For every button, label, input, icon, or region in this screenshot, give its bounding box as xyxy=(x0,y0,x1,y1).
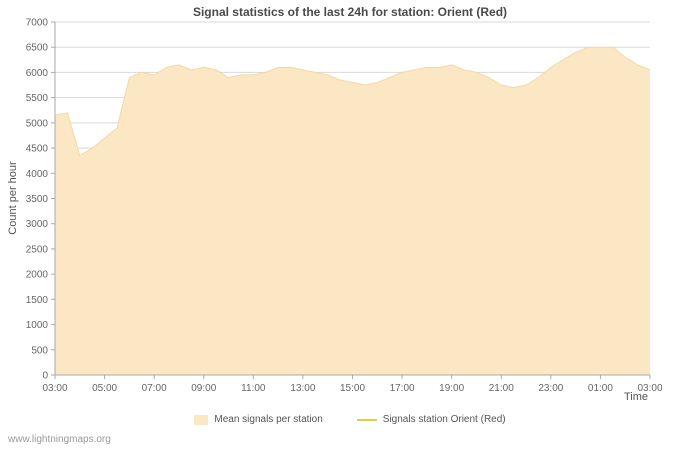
area-swatch-icon xyxy=(194,414,209,425)
mean-signals-area xyxy=(55,47,650,375)
x-tick-label: 09:00 xyxy=(191,383,216,394)
x-tick-label: 21:00 xyxy=(489,383,514,394)
y-tick-label: 5500 xyxy=(26,93,49,104)
y-tick-label: 6000 xyxy=(26,68,49,79)
chart-title: Signal statistics of the last 24h for st… xyxy=(192,5,508,19)
line-swatch-icon xyxy=(356,418,377,421)
y-tick-label: 3500 xyxy=(26,194,49,205)
y-tick-label: 2500 xyxy=(26,244,49,255)
x-tick-label: 23:00 xyxy=(538,383,563,394)
x-tick-label: 19:00 xyxy=(439,383,464,394)
x-tick-label: 15:00 xyxy=(340,383,365,394)
y-tick-label: 2000 xyxy=(26,270,49,281)
y-tick-label: 4500 xyxy=(26,144,49,155)
x-tick-label: 03:00 xyxy=(42,383,67,394)
y-tick-label: 4000 xyxy=(26,169,49,180)
x-tick-label: 05:00 xyxy=(92,383,117,394)
legend-item-station-signals: Signals station Orient (Red) xyxy=(356,414,506,425)
x-tick-label: 13:00 xyxy=(290,383,315,394)
area-top-edge xyxy=(54,46,651,157)
y-tick-label: 1500 xyxy=(26,295,49,306)
x-tick-label: 17:00 xyxy=(390,383,415,394)
x-tick-label: 01:00 xyxy=(588,383,613,394)
y-tick-label: 3000 xyxy=(26,219,49,230)
legend-item-mean-signals: Mean signals per station xyxy=(194,414,323,425)
legend-label-mean-signals: Mean signals per station xyxy=(214,414,323,425)
y-tick-label: 5000 xyxy=(26,118,49,129)
x-tick-label: 11:00 xyxy=(241,383,266,394)
x-axis-label: Time xyxy=(623,391,648,403)
watermark: www.lightningmaps.org xyxy=(8,434,111,445)
legend-label-station-signals: Signals station Orient (Red) xyxy=(382,414,506,425)
x-tick-label: 03:00 xyxy=(637,383,662,394)
y-tick-label: 0 xyxy=(42,371,48,382)
y-tick-label: 1000 xyxy=(26,320,49,331)
chart-legend: Mean signals per station Signals station… xyxy=(0,414,700,425)
y-tick-label: 500 xyxy=(31,345,48,356)
y-tick-label: 6500 xyxy=(26,43,49,54)
x-tick-label: 07:00 xyxy=(142,383,167,394)
y-tick-label: 7000 xyxy=(26,18,49,29)
